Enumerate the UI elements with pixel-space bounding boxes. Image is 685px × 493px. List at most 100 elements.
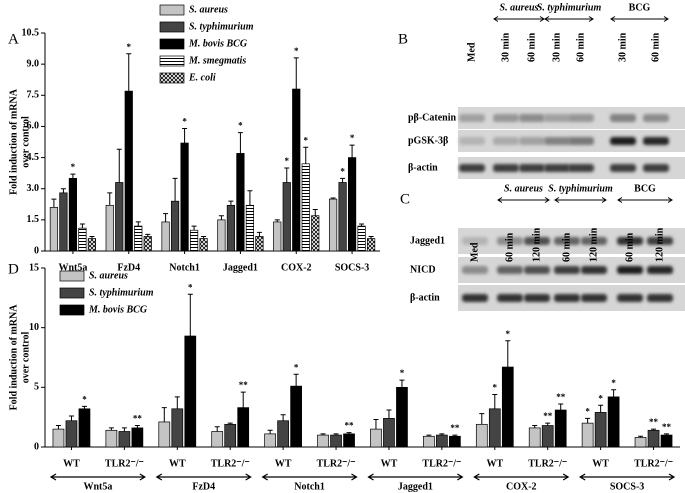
bar — [161, 221, 170, 252]
error-bar — [228, 200, 234, 206]
bar — [347, 157, 357, 252]
blot-band — [581, 237, 607, 245]
blot-band — [519, 114, 545, 122]
error-bar — [256, 231, 262, 237]
bar — [264, 433, 276, 448]
error-bar — [121, 427, 127, 432]
error-bar — [134, 425, 140, 428]
x-tick-label: Jagged1 — [223, 262, 258, 273]
x-tick-label: SOCS-3 — [335, 262, 369, 273]
lane-group-label: S. typhimurium — [537, 2, 602, 13]
lane-label: 60 min — [504, 232, 515, 262]
error-bar — [280, 414, 286, 421]
error-bar — [598, 404, 604, 413]
blot-band — [643, 164, 669, 172]
blot-band — [524, 294, 550, 302]
x-tick-label: TLR2⁻/⁻ — [105, 458, 144, 469]
error-bar — [163, 213, 169, 222]
significance-mark: ** — [543, 411, 553, 421]
y-tick-label: 0 — [34, 441, 39, 452]
significance-mark: ** — [345, 421, 355, 431]
error-bar — [340, 177, 346, 183]
bar — [68, 177, 78, 252]
legend-label: S. typhimurium — [189, 21, 254, 32]
legend-swatch — [59, 287, 85, 299]
blot-band — [524, 266, 550, 274]
blot-row-label: NICD — [410, 264, 436, 275]
blot-band — [610, 114, 636, 122]
blot-row-label: pβ-Catenin — [408, 112, 456, 123]
error-bar — [585, 417, 591, 424]
error-bar — [60, 188, 66, 193]
significance-mark: ** — [649, 417, 659, 427]
blot-band — [647, 237, 673, 245]
blot-band — [581, 266, 607, 274]
error-bar — [373, 419, 379, 430]
blot-band — [544, 114, 570, 122]
significance-mark: * — [294, 46, 299, 56]
lane-label: 60 min — [575, 32, 586, 62]
significance-mark: ** — [556, 392, 566, 402]
significance-mark: ** — [662, 422, 672, 432]
bar — [383, 418, 395, 448]
panel-label: C — [400, 191, 410, 207]
error-bar — [187, 293, 193, 337]
error-bar — [426, 434, 432, 437]
group-arrow — [49, 473, 146, 481]
group-label: Notch1 — [294, 481, 325, 492]
blot-band — [524, 237, 550, 245]
error-bar — [349, 144, 355, 158]
blot-row-label: pGSK-3β — [408, 135, 448, 146]
significance-mark: * — [400, 368, 405, 378]
bar — [449, 435, 461, 448]
error-bar — [81, 405, 87, 409]
error-bar — [505, 340, 511, 368]
error-bar — [108, 427, 114, 431]
x-tick-label: Wnt5a — [58, 262, 87, 273]
blot-band — [610, 137, 636, 145]
lane-group-label: S. aureus — [500, 2, 539, 13]
bar — [301, 163, 310, 252]
y-tick-label: 7.5 — [27, 90, 40, 101]
bar — [237, 407, 250, 448]
bar — [184, 335, 197, 448]
x-tick-label: TLR2⁻/⁻ — [422, 458, 461, 469]
blot-band — [647, 294, 673, 302]
error-bar — [267, 429, 273, 434]
x-tick-label: TLR2⁻/⁻ — [317, 458, 356, 469]
x-tick-label: WT — [381, 458, 398, 469]
y-axis-label: Fold induction of mRNA — [8, 304, 19, 411]
group-arrow — [155, 473, 252, 481]
lane-label: 60 min — [650, 32, 661, 62]
bar — [171, 408, 184, 448]
x-tick-label: WT — [169, 458, 186, 469]
x-tick-label: WT — [63, 458, 80, 469]
significance-mark: * — [506, 329, 511, 339]
panel-label: D — [8, 261, 19, 277]
blot-band — [459, 137, 485, 145]
lane-label: 120 min — [531, 227, 542, 262]
legend-swatch — [159, 55, 185, 67]
significance-mark: * — [340, 166, 345, 176]
error-bar — [174, 396, 180, 409]
bar — [118, 431, 131, 448]
lane-label: 30 min — [551, 32, 562, 62]
error-bar — [284, 167, 290, 183]
blot-band — [581, 294, 607, 302]
bar — [554, 409, 567, 448]
blot-band — [459, 164, 485, 172]
bar — [488, 408, 501, 448]
error-bar — [651, 428, 657, 431]
group-label: Wnt5a — [83, 481, 112, 492]
blot-band — [610, 164, 636, 172]
significance-mark: * — [350, 133, 355, 143]
y-axis-label: Fold induction of mRNA — [8, 88, 19, 195]
error-bar — [191, 225, 197, 231]
error-bar — [452, 434, 458, 437]
bar — [87, 238, 97, 252]
group-arrow — [579, 473, 676, 481]
blot-band — [519, 137, 545, 145]
significance-mark: * — [127, 42, 132, 52]
lane-label: 120 min — [588, 227, 599, 262]
error-bar — [218, 215, 224, 220]
